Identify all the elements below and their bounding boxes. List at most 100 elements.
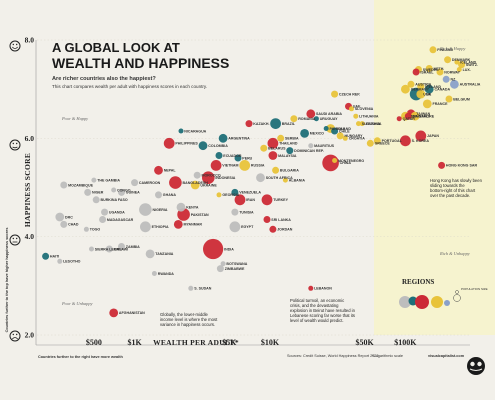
country-point [229,221,241,233]
country-label: KENYA [186,206,199,210]
x-tick-label: $50K [356,338,375,347]
country-point [155,191,162,199]
country-point [373,137,381,145]
country-point [263,216,271,223]
country-point [286,147,294,155]
country-point [234,194,246,206]
country-point [176,202,186,212]
country-point [407,80,415,88]
legend-population-large [453,294,461,302]
country-point [366,139,374,147]
country-point [422,99,432,109]
country-label: MALAYSIA [278,154,297,158]
country-point [267,137,279,149]
quadrant-top-left: Poor & Happy [61,116,88,121]
x-tick-label: $1K [128,338,143,347]
legend-swatch-europe [431,296,443,308]
x-axis-title: WEALTH PER ADULT* [153,338,239,347]
country-point [308,143,314,149]
country-label: CZECH REP. [339,92,360,96]
country-label: NICARAGUA [184,129,206,133]
country-point [154,165,163,175]
country-point [218,133,228,143]
country-label: MOROCCO [202,174,221,178]
country-point [203,238,224,260]
regions-legend-title: REGIONS [402,278,434,286]
country-point [42,252,50,260]
country-label: GEORGIA [222,193,239,197]
country-point [412,68,420,76]
quadrant-top-right: Rich & Happy [439,46,465,51]
country-point [322,154,339,172]
country-label: ITALY [420,115,430,119]
x-tick-label: $100K [394,338,417,347]
country-label: TOGO [90,228,101,232]
country-label: UK [426,92,432,96]
country-label: TAIWAN [416,112,430,116]
country-label: HAITI [50,255,59,259]
country-point [400,135,411,147]
country-label: SAUDI ARABIA [316,112,342,116]
country-label: SRI LANKA [271,218,291,222]
country-label: ZAMBIA [126,245,140,249]
country-point [91,177,97,183]
country-label: MEXICO [310,132,324,136]
quadrant-bottom-left: Poor & Unhappy [61,301,93,306]
country-label: CAMEROON [139,181,161,185]
country-label: LESOTHO [63,260,81,264]
country-label: IRAN [246,198,255,202]
country-point [151,271,157,276]
country-point [458,61,466,69]
country-point [163,137,175,149]
country-label: URUGUAY [320,117,338,121]
country-label: BRAZIL [282,122,296,126]
country-point [220,261,226,267]
country-label: LITHUANIA [359,115,379,119]
country-label: S. SUDAN [194,287,212,291]
country-label: ALBANIA [289,178,306,182]
country-point [216,265,224,273]
country-label: ECUADOR [223,154,242,158]
country-label: MAURITIUS [314,144,335,148]
country-point [436,68,444,76]
country-label: CHINA [340,161,352,165]
country-label: TANZANIA [155,252,174,256]
country-point [454,59,460,65]
country-label: INDIA [224,247,234,251]
country-label: PERU [242,156,252,160]
country-label: USA [423,92,431,96]
country-label: UAE [353,105,361,109]
country-label: MALAWI [114,247,129,251]
country-point [349,106,354,112]
country-point [429,46,437,54]
country-point [282,177,288,183]
country-label: DRC [65,215,73,219]
country-point [215,152,223,159]
country-label: NEPAL [164,169,177,173]
country-point [450,79,459,89]
axis-ticks: $500 $1K $5K $10K $50K $100K 2.0 4.0 6.0 8.0 [25,36,470,347]
country-label: S. KOREA [412,139,430,143]
country-point [256,173,265,183]
country-label: IRELAND [425,85,441,89]
annotation-low-income: Globally, the lower-middle income level i… [160,312,218,327]
country-label: NIGERIA [153,208,168,212]
country-label: VENEZUELA [239,191,261,195]
country-label: PANAMA [330,127,346,131]
country-label: AUSTRALIA [460,83,481,87]
country-label: LUX. [463,68,471,72]
country-point [260,144,268,152]
country-point [131,179,139,187]
country-point [202,171,215,184]
country-label: ARGENTINA [228,137,250,141]
country-label: UKRAINE [200,183,217,187]
svg-text:Political turmoil, an economic: Political turmoil, an economic crisis, an… [290,298,356,323]
country-point [188,285,194,291]
country-label: HUNGARY [345,134,364,138]
country-label: COLOMBIA [208,144,228,148]
country-point [272,166,280,174]
country-label: PORTUGAL [382,139,403,143]
country-point [101,208,109,216]
